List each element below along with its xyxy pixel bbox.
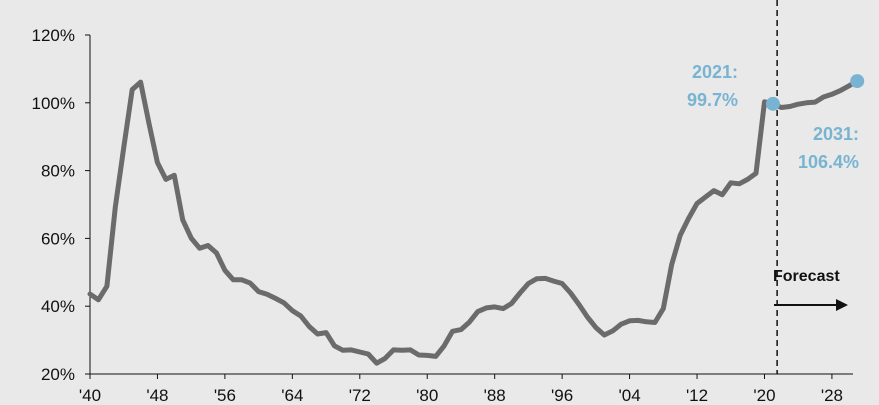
y-tick-label: 100% bbox=[32, 94, 75, 113]
x-tick-label: '28 bbox=[821, 386, 843, 405]
x-tick-label: '56 bbox=[214, 386, 236, 405]
point-2021 bbox=[765, 96, 780, 111]
x-tick-label: '96 bbox=[551, 386, 573, 405]
x-tick-label: '80 bbox=[416, 386, 438, 405]
x-tick-label: '40 bbox=[79, 386, 101, 405]
annotation-2021-value: 99.7% bbox=[687, 90, 738, 110]
forecast-arrow-head bbox=[836, 299, 848, 311]
series bbox=[87, 78, 860, 366]
annotation-2031-year: 2031: bbox=[813, 124, 859, 144]
annotation-2021-year: 2021: bbox=[692, 62, 738, 82]
y-tick-label: 80% bbox=[41, 162, 75, 181]
x-tick-label: '48 bbox=[146, 386, 168, 405]
x-tick-label: '12 bbox=[686, 386, 708, 405]
y-tick-label: 40% bbox=[41, 297, 75, 316]
highlight-points bbox=[765, 74, 865, 111]
x-tick-label: '88 bbox=[484, 386, 506, 405]
y-tick-label: 60% bbox=[41, 229, 75, 248]
y-tick-label: 120% bbox=[32, 26, 75, 45]
tick-labels: 20% 40% 60% 80% 100% 120% '40 '48 '56 '64 '72 '80 '8… bbox=[32, 26, 843, 405]
series-line bbox=[87, 78, 860, 366]
x-tick-label: '64 bbox=[281, 386, 303, 405]
forecast-label: Forecast bbox=[773, 268, 840, 285]
y-tick-label: 20% bbox=[41, 365, 75, 384]
axes bbox=[85, 34, 853, 379]
x-tick-label: '20 bbox=[753, 386, 775, 405]
x-tick-label: '72 bbox=[349, 386, 371, 405]
annotations: 2021: 99.7% 2031: 106.4% Forecast bbox=[687, 62, 859, 311]
x-tick-label: '04 bbox=[619, 386, 641, 405]
annotation-2031-value: 106.4% bbox=[798, 152, 859, 172]
point-2031 bbox=[850, 74, 865, 89]
